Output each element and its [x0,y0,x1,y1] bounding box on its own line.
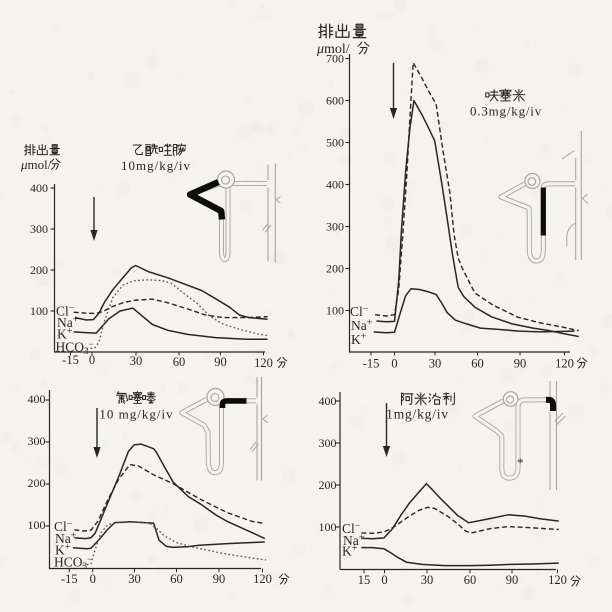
svg-text:μmol/: μmol/ [316,42,350,57]
svg-text:10mg/kg/iv: 10mg/kg/iv [121,158,191,173]
svg-text:200: 200 [28,476,46,490]
svg-text:600: 600 [326,94,344,108]
svg-text:100: 100 [319,520,337,534]
svg-text:60: 60 [471,357,484,371]
svg-text:1mg/kg/iv: 1mg/kg/iv [386,407,449,422]
svg-text:30: 30 [429,357,442,371]
svg-text:0: 0 [381,573,387,587]
svg-text:0: 0 [89,353,95,367]
svg-text:200: 200 [30,263,48,277]
svg-text:100: 100 [30,304,48,318]
svg-text:0: 0 [391,357,397,371]
svg-text:200: 200 [319,478,337,492]
svg-text:HCO3−: HCO3− [56,339,94,356]
svg-text:90: 90 [506,573,519,587]
svg-text:90: 90 [213,572,226,586]
svg-text:-15: -15 [62,353,79,367]
svg-text:0: 0 [90,572,96,586]
svg-text:15: 15 [358,573,371,587]
svg-text:300: 300 [28,434,46,448]
svg-text:200: 200 [326,262,344,276]
svg-text:60: 60 [464,573,477,587]
svg-text:60: 60 [170,572,183,586]
svg-text:HCO3−: HCO3− [54,554,92,571]
svg-text:90: 90 [214,355,227,369]
svg-text:30: 30 [128,572,141,586]
svg-text:100: 100 [28,518,46,532]
svg-text:700: 700 [326,52,344,66]
svg-text:400: 400 [28,392,46,406]
svg-text:300: 300 [326,220,344,234]
svg-text:30: 30 [421,573,434,587]
svg-text:10 mg/kg/iv: 10 mg/kg/iv [99,407,173,422]
svg-text:μmol/: μmol/ [20,157,52,172]
svg-text:*: * [517,455,524,470]
svg-text:400: 400 [319,394,337,408]
svg-text:300: 300 [30,222,48,236]
svg-text:100: 100 [326,304,344,318]
svg-text:90: 90 [514,357,527,371]
svg-text:120: 120 [253,572,272,586]
svg-text:-15: -15 [363,357,380,371]
svg-text:120: 120 [254,356,273,370]
svg-text:30: 30 [130,354,143,368]
svg-text:300: 300 [319,436,337,450]
svg-text:120: 120 [555,357,574,371]
svg-text:60: 60 [173,355,186,369]
svg-text:-15: -15 [61,572,78,586]
svg-text:0.3mg/kg/iv: 0.3mg/kg/iv [470,104,542,119]
svg-text:400: 400 [30,181,48,195]
svg-text:120: 120 [548,573,567,587]
svg-text:500: 500 [326,136,344,150]
svg-text:400: 400 [326,178,344,192]
